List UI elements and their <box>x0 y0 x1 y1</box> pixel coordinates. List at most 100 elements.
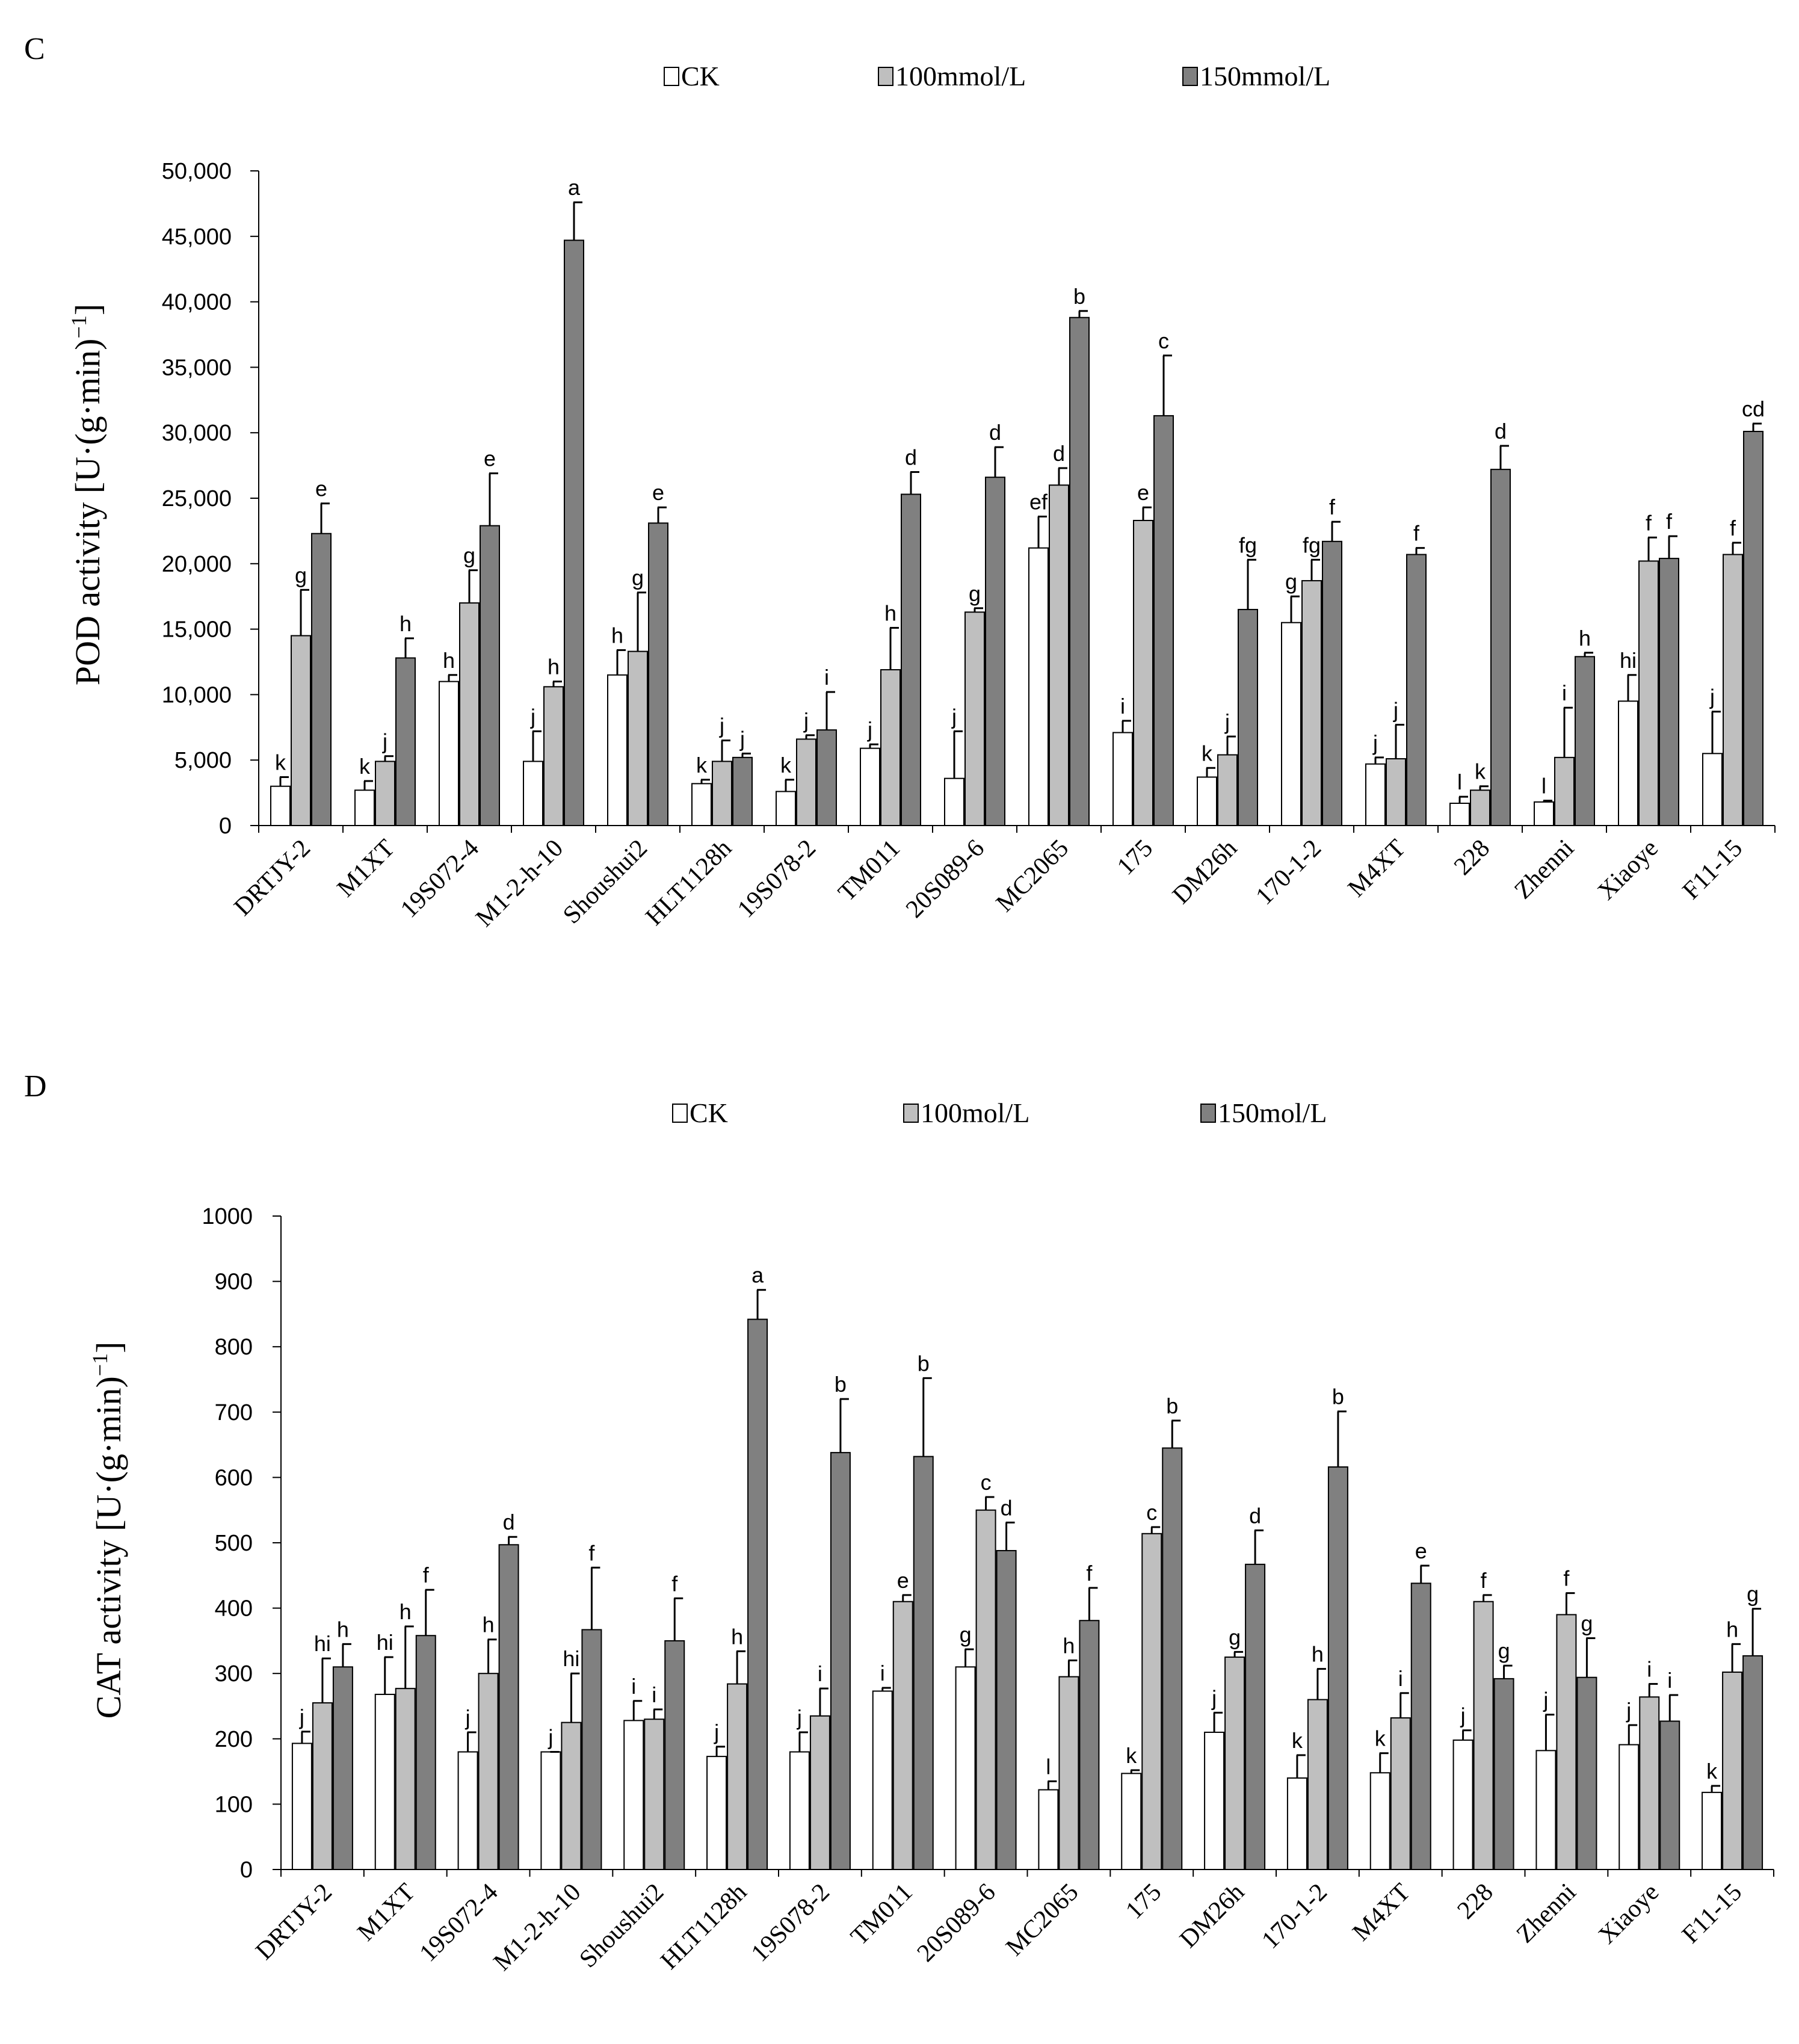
chartd-significance-label: f <box>1563 1566 1570 1591</box>
chartd-significance-label: g <box>1498 1638 1510 1663</box>
chartc-significance-label: f <box>1666 509 1673 534</box>
chartd-significance-label: i <box>1667 1668 1672 1693</box>
chartd-significance-label: c <box>1146 1500 1157 1525</box>
chartd-bar-ck <box>1038 1789 1059 1871</box>
legend-c-swatch-100 <box>878 67 893 86</box>
chartd-y-tick-label: 700 <box>215 1400 253 1425</box>
chartd-bar-mid <box>478 1673 499 1870</box>
legend-c-label-ck: CK <box>681 61 720 91</box>
chartc-bar-high <box>732 756 753 827</box>
chartc-significance-label: j <box>803 708 809 733</box>
chartc-bar-mid <box>964 611 985 826</box>
chartc-bar-mid <box>1049 484 1069 826</box>
chartc-bar-ck <box>607 674 628 827</box>
chartc-significance-label: j <box>867 717 872 742</box>
chartc-significance-label: e <box>1137 480 1149 505</box>
chartd-bar-mid <box>1224 1657 1245 1871</box>
legend-c-label-150: 150mmol/L <box>1200 61 1330 91</box>
chartd-y-tick-label: 1000 <box>202 1204 253 1229</box>
chartc-significance-label: hi <box>1620 648 1637 673</box>
chartd-bar-high <box>1327 1466 1348 1870</box>
chartc-bar-ck <box>1197 776 1217 827</box>
chartc-bar-high <box>1069 316 1090 826</box>
chartd-bar-mid <box>1058 1676 1079 1870</box>
chartc-significance-label: k <box>696 753 708 777</box>
chartd-bar-ck <box>291 1743 312 1871</box>
chartd-bar-high <box>747 1318 768 1870</box>
chartc-significance-label: j <box>719 714 724 738</box>
chartc-y-tick-label: 50,000 <box>162 159 232 184</box>
chartc-bar-high <box>901 493 921 826</box>
chartc-y-tick-label: 35,000 <box>162 355 232 380</box>
chartc-significance-label: h <box>443 648 455 673</box>
chartc-bar-ck <box>1028 547 1049 826</box>
chartc-bar-ck <box>1281 622 1301 826</box>
chartc-significance-label: j <box>1393 697 1398 722</box>
chartd-significance-label: i <box>652 1682 656 1707</box>
legend-d-swatch-150 <box>1200 1104 1216 1123</box>
chartc-y-tick-label: 45,000 <box>162 224 232 250</box>
chartc-significance-label: e <box>484 446 496 471</box>
chartd-significance-label: f <box>1481 1568 1487 1593</box>
chartd-bar-ck <box>872 1690 893 1870</box>
chartd-bar-ck <box>1369 1772 1390 1870</box>
chartd-significance-label: j <box>1211 1685 1217 1710</box>
chartd-significance-label: h <box>400 1599 412 1624</box>
chartd-significance-label: h <box>731 1624 743 1649</box>
chartd-significance-label: j <box>299 1705 304 1729</box>
chartc-bar-ck <box>944 777 964 826</box>
chartc-significance-label: k <box>275 750 286 774</box>
chartd-bar-ck <box>1121 1773 1142 1870</box>
chartd-significance-label: l <box>1046 1754 1051 1779</box>
chartd-bar-high <box>996 1550 1017 1870</box>
chartc-bar-high <box>1575 656 1595 827</box>
chartc-bar-mid <box>1554 756 1575 827</box>
chartc-bar-mid <box>291 635 311 826</box>
chartd-significance-label: j <box>465 1705 471 1730</box>
chartc-bar-mid <box>1386 758 1406 827</box>
chartd-bar-mid <box>727 1683 748 1870</box>
chartc-bar-high <box>1490 469 1511 826</box>
chartd-bar-ck <box>706 1756 727 1871</box>
chartd-y-tick-label: 0 <box>240 1857 253 1883</box>
chartd-y-tick-label: 600 <box>215 1465 253 1490</box>
chartc-bar-mid <box>375 761 395 826</box>
chartd-bar-high <box>1245 1563 1266 1870</box>
chartd-significance-label: g <box>960 1622 972 1647</box>
chartd-bar-mid <box>644 1718 665 1870</box>
chartc-y-tick-label: 0 <box>219 814 232 839</box>
chartd-y-tick-label: 800 <box>215 1335 253 1360</box>
chartd-y-tick-label: 400 <box>215 1596 253 1622</box>
chartc-significance-label: d <box>1053 441 1065 466</box>
chartd-bar-high <box>1742 1655 1764 1870</box>
chartd-y-tick-label: 200 <box>215 1727 253 1752</box>
chartd-significance-label: k <box>1375 1726 1386 1751</box>
chartc-bar-high <box>480 525 500 826</box>
chartd-bar-high <box>1079 1620 1100 1870</box>
chartd-bar-ck <box>540 1751 561 1871</box>
chartc-significance-label: f <box>1646 510 1652 535</box>
chartd-significance-label: b <box>1166 1394 1178 1418</box>
chartc-bar-ck <box>1365 763 1386 827</box>
chartd-bar-ck <box>374 1693 395 1870</box>
chartd-bar-high <box>1659 1720 1680 1871</box>
y-axis-label-d: CAT activity [U·(g·min)−1] <box>88 1342 128 1719</box>
chartc-y-tick-label: 40,000 <box>162 290 232 315</box>
chartd-significance-label: h <box>1312 1642 1324 1667</box>
chartd-bar-mid <box>1473 1601 1494 1870</box>
chartd-bar-high <box>913 1456 934 1870</box>
chartd-significance-label: f <box>1086 1561 1093 1585</box>
chartd-bar-mid <box>892 1601 913 1870</box>
chartd-significance-label: h <box>483 1613 495 1637</box>
chartc-significance-label: d <box>905 445 917 469</box>
legend-c: CK 100mmol/L 150mmol/L <box>664 61 1330 91</box>
chartc-significance-label: h <box>548 655 560 679</box>
chartd-y-tick-label: 100 <box>215 1792 253 1817</box>
chartd-bar-high <box>581 1629 602 1870</box>
chartd-significance-label: h <box>1726 1617 1738 1641</box>
chartc-bar-high <box>1153 415 1174 826</box>
chartc-y-tick-label: 30,000 <box>162 421 232 446</box>
chartc-bar-ck <box>776 791 796 826</box>
chartd-bar-mid <box>1307 1699 1328 1870</box>
